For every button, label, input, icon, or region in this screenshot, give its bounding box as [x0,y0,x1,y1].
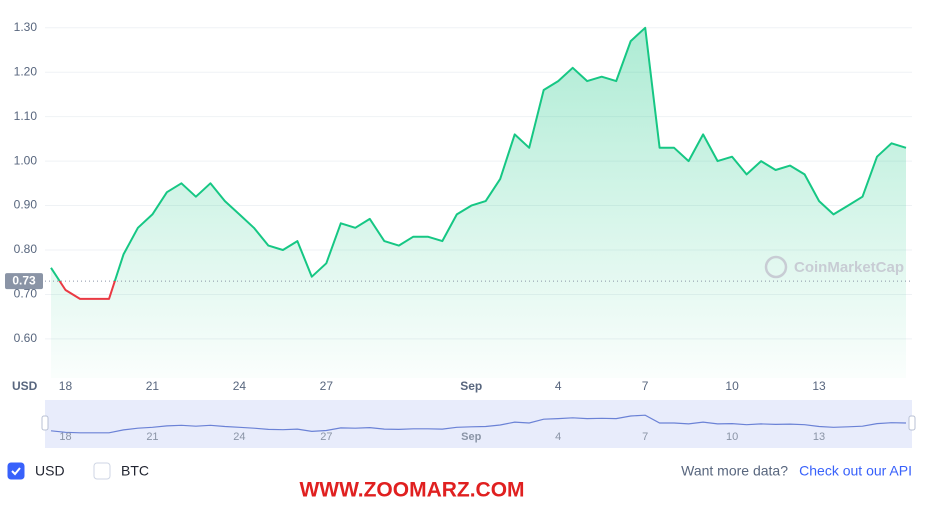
x-tick-label: 4 [555,379,562,393]
y-axis-label: USD [12,379,38,393]
watermark: CoinMarketCap [794,259,904,276]
x-tick-label: 7 [642,379,649,393]
navigator-line [50,414,907,434]
legend-checkbox[interactable] [93,462,111,480]
reference-label-box [5,273,43,290]
y-tick-label: 1.10 [14,109,38,123]
x-tick-label: 21 [146,379,160,393]
navigator-label: 4 [555,431,561,443]
price-line [50,26,907,300]
y-tick-label: 0.90 [14,198,38,212]
navigator-label: 18 [59,431,71,443]
legend-checkbox[interactable] [7,462,25,480]
navigator-label: 10 [726,431,738,443]
footer-text: Want more data? [681,463,788,479]
navigator-handle[interactable] [41,415,49,431]
x-tick-label: 24 [233,379,247,393]
navigator-label: 13 [813,431,825,443]
navigator-label: Sep [461,431,481,443]
checkmark [11,467,21,476]
reference-label: 0.73 [12,273,36,287]
legend-label[interactable]: USD [35,463,65,479]
x-tick-label: 18 [59,379,73,393]
x-tick-label: 10 [725,379,739,393]
area [51,27,906,379]
navigator-label: 21 [146,431,158,443]
y-tick-label: 0.80 [14,242,38,256]
x-tick-label: 27 [320,379,334,393]
y-tick-label: 0.70 [14,287,38,301]
site-watermark: WWW.ZOOMARZ.COM [299,479,524,502]
api-link[interactable]: Check out our API [799,463,912,479]
navigator-label: 24 [233,431,245,443]
legend-label[interactable]: BTC [121,463,149,479]
watermark-logo [764,255,788,279]
navigator-label: 7 [642,431,648,443]
navigator-label: 27 [320,431,332,443]
navigator-handle[interactable] [908,415,916,431]
y-tick-label: 1.00 [14,153,38,167]
x-tick-label: 13 [812,379,826,393]
y-tick-label: 0.60 [14,331,38,345]
y-tick-label: 1.30 [14,20,38,34]
y-tick-label: 1.20 [14,64,38,78]
x-tick-label: Sep [460,379,482,393]
